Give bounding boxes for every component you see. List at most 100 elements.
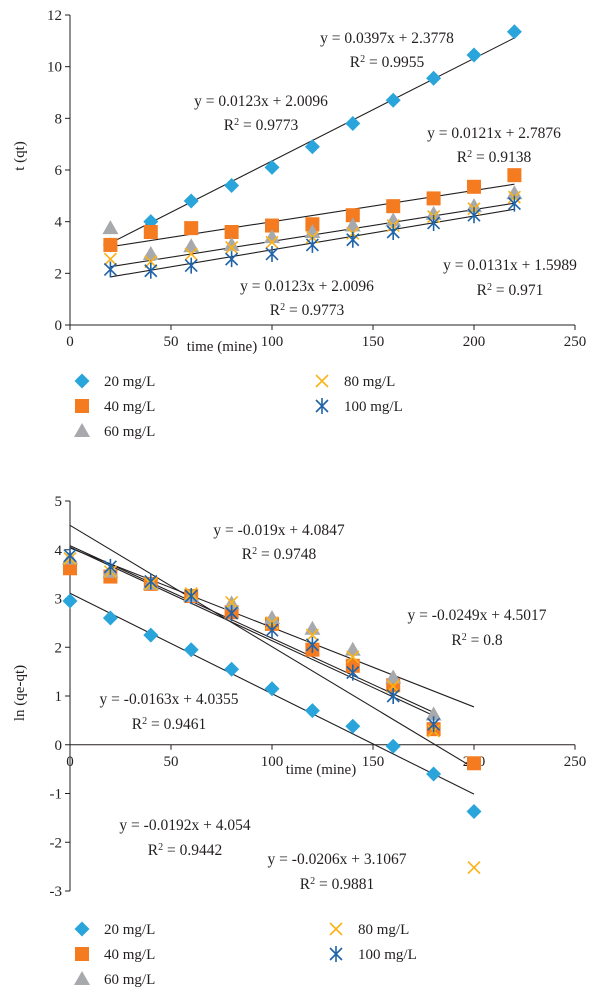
chart2-point-60-mg-l [425, 706, 442, 721]
chart1-r2-1: R2 = 0.9955 [350, 54, 425, 72]
chart1-y-tick-label: 10 [47, 60, 62, 76]
chart2-point-20-mg-l [385, 738, 401, 754]
chart2-eq-4: y = -0.0192x + 4.054 [119, 817, 250, 834]
chart1-eq-1: y = 0.0397x + 2.3778 [320, 30, 454, 47]
chart1-y-tick-label: 12 [47, 8, 62, 24]
chart1-point-40-mg-l [265, 218, 279, 233]
chart1-point-20-mg-l [183, 193, 199, 209]
chart1-legend-item: 20 mg/L [74, 373, 155, 390]
chart1-legend: 20 mg/L 40 mg/L 60 mg/L 80 mg/L 100 mg/L [74, 373, 403, 440]
chart2-x-tick-label: 50 [164, 754, 179, 770]
chart1-point-40-mg-l [467, 179, 481, 194]
chart1-legend-label: 20 mg/L [104, 374, 155, 390]
chart2-point-100-mg-l [103, 558, 117, 575]
chart1-point-100-mg-l [103, 261, 117, 278]
chart2-point-20-mg-l [345, 718, 361, 734]
chart2-legend-label: 100 mg/L [358, 947, 417, 963]
chart2-annotation-2: y = -0.0249x + 4.5017 R2 = 0.8 [408, 607, 547, 649]
chart2-point-60-mg-l [304, 620, 321, 635]
chart1-point-40-mg-l [345, 208, 360, 223]
chart1-legend-label: 60 mg/L [104, 424, 155, 440]
chart1-point-40-mg-l [426, 191, 441, 206]
chart2-y-tick-label: -1 [50, 787, 63, 803]
chart1-annotation-1: y = 0.0397x + 2.3778 R2 = 0.9955 [320, 30, 454, 71]
chart1-x-tick-label: 100 [261, 334, 284, 350]
chart1-point-60-mg-l [425, 205, 442, 220]
chart1-annotation-2: y = 0.0123x + 2.0096 R2 = 0.9773 [194, 93, 328, 134]
chart1-point-100-mg-l [386, 224, 400, 240]
chart1-y-tick-label: 8 [55, 111, 63, 127]
chart1-r2-4: R2 = 0.971 [477, 282, 544, 300]
chart2-fit-line-1 [69, 545, 434, 713]
chart2-legend-item: 60 mg/L [74, 971, 155, 988]
chart2-point-40-mg-l [63, 561, 77, 576]
chart2-point-60-mg-l [264, 610, 280, 624]
chart1-point-80-mg-l [184, 247, 198, 261]
chart2-point-80-mg-l [386, 679, 400, 693]
chart1-point-40-mg-l [143, 225, 158, 239]
chart1-legend-item: 100 mg/L [315, 398, 403, 415]
chart2-annotation-5: y = -0.0206x + 3.1067 R2 = 0.9881 [268, 851, 407, 893]
chart1-point-80-mg-l [103, 252, 117, 266]
chart2-point-100-mg-l [265, 622, 279, 639]
chart2-legend-label: 80 mg/L [358, 922, 409, 938]
chart1-y-axis-label: t (qt) [12, 141, 28, 171]
chart1-legend-label: 40 mg/L [104, 399, 155, 415]
chart2-point-100-mg-l [386, 688, 400, 704]
chart2-legend-marker [74, 921, 90, 937]
chart1-eq-3: y = 0.0121x + 2.7876 [427, 125, 561, 142]
chart1-point-60-mg-l [264, 229, 280, 244]
chart1-point-20-mg-l [466, 47, 482, 63]
chart1-point-80-mg-l [225, 240, 239, 255]
chart1-y-tick-label: 2 [55, 266, 63, 282]
chart1-point-40-mg-l [103, 237, 118, 252]
chart2-y-tick-label: 3 [55, 592, 63, 608]
chart1-point-40-mg-l [386, 199, 401, 214]
chart1-point-100-mg-l [144, 262, 158, 279]
chart2-legend-label: 60 mg/L [104, 972, 155, 988]
chart1-point-20-mg-l [224, 178, 240, 193]
chart2-y-tick-label: 0 [55, 738, 63, 754]
chart2-point-100-mg-l [144, 573, 158, 590]
chart2-eq-2: y = -0.0249x + 4.5017 [408, 607, 547, 624]
chart1-point-100-mg-l [265, 245, 279, 262]
chart2-y-tick-label: -3 [50, 884, 63, 900]
chart1-x-tick-label: 200 [463, 334, 486, 350]
chart2-legend-item: 20 mg/L [74, 921, 155, 938]
chart1-legend-marker [74, 423, 90, 437]
chart1-legend-marker [74, 373, 90, 389]
chart1-points [102, 24, 523, 279]
chart2-point-20-mg-l [224, 661, 240, 677]
chart2-point-60-mg-l [344, 641, 361, 656]
chart2-point-20-mg-l [466, 804, 482, 820]
chart1-point-20-mg-l [345, 116, 361, 131]
chart2-legend-marker [329, 946, 343, 962]
chart-pseudo-first-order: -3-2-1012345050100150200250 time (mine) … [12, 494, 586, 988]
chart2-legend-marker [75, 947, 89, 961]
chart1-point-100-mg-l [305, 236, 319, 253]
chart1-legend-marker [75, 399, 89, 413]
chart1-point-20-mg-l [304, 139, 320, 155]
chart1-point-60-mg-l [344, 217, 361, 232]
chart2-y-tick-label: 5 [55, 494, 63, 510]
chart2-legend-label: 40 mg/L [104, 947, 155, 963]
chart2-point-80-mg-l [225, 595, 239, 609]
chart1-point-60-mg-l [506, 185, 523, 200]
chart1-point-80-mg-l [265, 235, 279, 249]
chart1-legend-item: 60 mg/L [74, 423, 155, 440]
chart1-point-60-mg-l [223, 236, 240, 251]
chart1-point-100-mg-l [507, 195, 521, 212]
chart1-x-axis-label: time (mine) [187, 339, 257, 355]
chart2-point-80-mg-l [346, 650, 360, 664]
chart2-legend-item: 100 mg/L [329, 946, 417, 963]
chart2-legend-item: 40 mg/L [75, 947, 155, 963]
chart2-point-40-mg-l [467, 756, 481, 771]
chart2-point-80-mg-l [305, 628, 319, 642]
chart2-point-20-mg-l [264, 681, 280, 697]
chart2-point-80-mg-l [467, 861, 481, 875]
chart2-y-tick-label: -2 [50, 835, 63, 851]
chart2-point-100-mg-l [225, 605, 239, 622]
chart1-point-60-mg-l [102, 220, 119, 235]
chart2-point-100-mg-l [427, 716, 441, 733]
chart2-point-60-mg-l [385, 669, 402, 684]
